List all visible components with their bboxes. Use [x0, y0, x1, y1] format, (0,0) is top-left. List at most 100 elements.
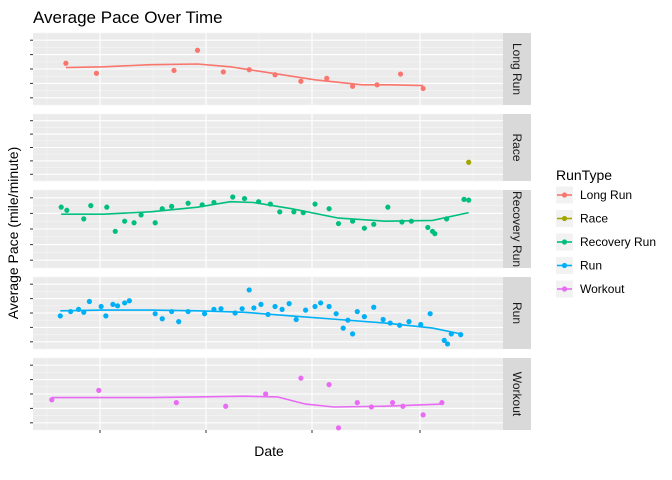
- data-point: [152, 220, 158, 226]
- data-point: [267, 201, 273, 207]
- data-point: [298, 375, 304, 381]
- data-point: [408, 218, 414, 224]
- data-point: [303, 307, 309, 313]
- data-point: [389, 400, 396, 406]
- data-point: [326, 382, 332, 388]
- legend-label: Run: [580, 259, 602, 273]
- facet-panel: Race: [30, 113, 531, 182]
- legend-item: Race: [556, 210, 608, 227]
- data-point: [173, 400, 179, 406]
- data-point: [176, 319, 182, 325]
- data-point: [312, 303, 318, 310]
- data-point: [232, 310, 238, 316]
- data-point: [112, 228, 118, 234]
- data-point: [335, 220, 342, 227]
- data-point: [64, 207, 70, 213]
- data-point: [300, 210, 306, 216]
- legend-point: [561, 215, 568, 222]
- facet-strip: [503, 33, 531, 105]
- data-point: [88, 203, 94, 209]
- data-point: [171, 67, 177, 74]
- data-point: [427, 311, 433, 317]
- legend-point: [561, 192, 568, 198]
- facet-strip: [503, 190, 531, 268]
- data-point: [218, 306, 224, 312]
- legend-title: RunType: [556, 167, 612, 183]
- facet-panel: Run: [30, 276, 531, 350]
- data-point: [420, 85, 426, 92]
- data-point: [246, 287, 252, 293]
- data-point: [103, 313, 109, 319]
- data-point: [258, 301, 264, 307]
- data-point: [432, 231, 438, 237]
- data-point: [374, 82, 380, 88]
- data-point: [122, 300, 128, 306]
- data-point: [326, 206, 332, 212]
- legend-label: Workout: [580, 282, 625, 296]
- data-point: [185, 308, 191, 315]
- data-point: [371, 221, 377, 227]
- data-point: [49, 397, 55, 403]
- data-point: [350, 218, 356, 224]
- facet-strip: [503, 277, 531, 349]
- data-point: [466, 159, 472, 165]
- facet-label: Long Run: [510, 43, 524, 95]
- data-point: [318, 300, 324, 306]
- data-point: [211, 199, 217, 206]
- data-point: [138, 212, 144, 218]
- facet-label: Run: [510, 302, 524, 324]
- data-point: [441, 337, 447, 343]
- data-point: [277, 209, 283, 215]
- data-point: [293, 316, 299, 323]
- data-point: [169, 203, 175, 209]
- data-point: [81, 216, 87, 222]
- facet-panel: Long Run: [30, 32, 531, 106]
- data-point: [211, 306, 217, 312]
- data-point: [418, 321, 424, 328]
- data-point: [110, 301, 116, 307]
- facet-label: Recovery Run: [510, 191, 524, 267]
- data-point: [399, 219, 405, 225]
- legend-point: [561, 262, 568, 269]
- data-point: [96, 387, 102, 393]
- data-point: [444, 216, 450, 222]
- data-point: [361, 225, 367, 231]
- data-point: [63, 60, 69, 66]
- data-point: [223, 403, 229, 409]
- data-point: [122, 218, 128, 224]
- data-point: [263, 391, 269, 397]
- legend-point: [561, 286, 568, 292]
- data-point: [444, 341, 451, 347]
- data-point: [354, 308, 360, 315]
- data-point: [279, 306, 285, 312]
- legend-item: Workout: [556, 280, 625, 298]
- data-point: [380, 316, 386, 323]
- facet-label: Workout: [510, 372, 524, 417]
- data-point: [194, 47, 201, 53]
- data-point: [239, 306, 245, 312]
- data-point: [68, 308, 74, 315]
- data-point: [201, 311, 208, 317]
- data-point: [406, 319, 412, 325]
- data-point: [345, 317, 351, 323]
- data-point: [368, 404, 374, 410]
- facet-panel: Workout: [30, 357, 531, 433]
- data-point: [115, 303, 121, 309]
- data-point: [354, 400, 360, 406]
- data-point: [265, 311, 271, 318]
- data-point: [251, 305, 257, 311]
- data-point: [458, 332, 464, 338]
- data-point: [397, 322, 403, 328]
- data-point: [159, 206, 165, 212]
- data-point: [400, 403, 406, 409]
- data-point: [461, 196, 467, 202]
- data-point: [340, 325, 346, 331]
- facet-panels: Long Run Race Recovery Run Run Workout: [30, 32, 531, 433]
- data-point: [58, 204, 64, 210]
- facet-label: Race: [510, 133, 524, 161]
- data-point: [126, 298, 132, 304]
- data-point: [75, 306, 82, 312]
- data-point: [185, 200, 191, 206]
- data-point: [152, 311, 158, 317]
